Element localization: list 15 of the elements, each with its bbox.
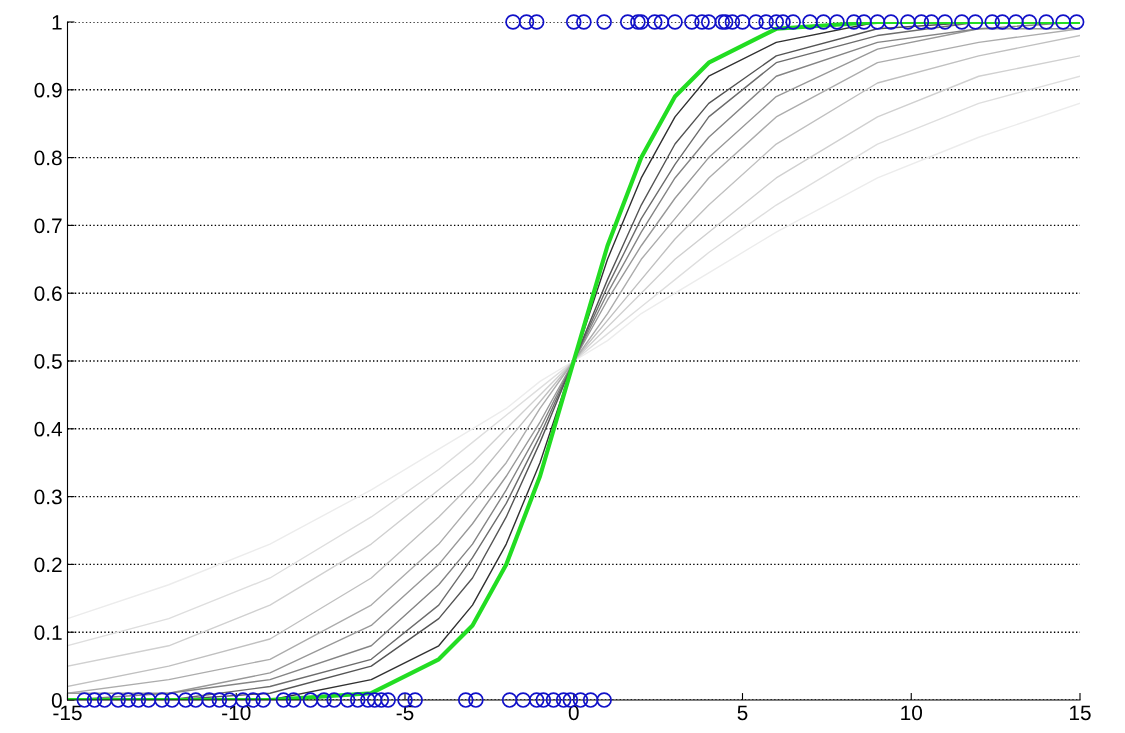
y-tick-label: 0.2 <box>34 557 62 573</box>
y-tick-label: 0.7 <box>34 218 62 234</box>
x-tick-label: 5 <box>737 705 748 721</box>
y-tick-label: 0.9 <box>34 82 62 98</box>
x-tick-label: 15 <box>1070 705 1091 721</box>
x-tick-label: 10 <box>901 705 923 721</box>
y-tick-label: 0.3 <box>34 489 62 505</box>
y-tick-label: 1 <box>52 15 62 30</box>
y-tick-label: 0.1 <box>34 625 62 640</box>
y-tick-label: 0.4 <box>34 421 63 437</box>
y-tick-label: 0.8 <box>34 150 62 166</box>
y-tick-label: 0.6 <box>34 286 62 301</box>
x-tick-label: -10 <box>222 705 251 721</box>
y-tick-label: 0.5 <box>34 354 62 369</box>
x-tick-label: 0 <box>568 705 579 721</box>
